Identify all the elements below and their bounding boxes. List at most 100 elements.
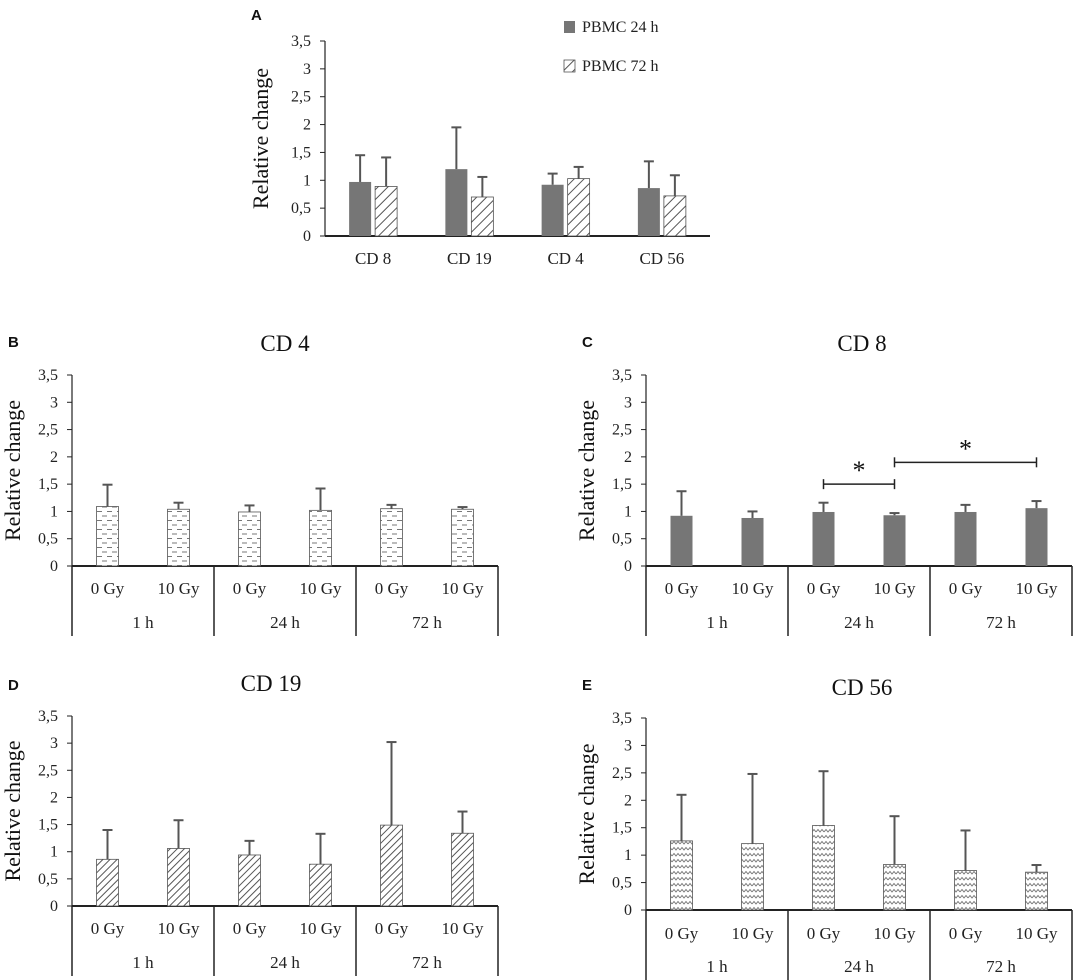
bar [349,181,372,236]
chart-title: CD 8 [837,331,886,356]
x-group-label: 1 h [706,613,728,632]
y-tick-label: 3,5 [612,710,632,727]
y-axis-label: Relative change [574,400,599,541]
x-tick-label: 10 Gy [731,924,774,943]
bar [96,858,119,907]
legend-entry: PBMC 24 h [582,19,658,36]
bar [954,511,977,566]
y-tick-label: 1,5 [291,144,311,161]
x-group-label: 72 h [986,613,1016,632]
y-axis-label: Relative change [248,68,273,209]
x-tick-label: 10 Gy [1015,579,1058,598]
chart-panel-e: E CD 56 Relative change 0 0,5 1 1,5 2 2,5 3 3,5 0 G… [574,675,1073,980]
bar [1025,508,1048,566]
panel-label: B [8,334,19,351]
x-tick-label: 0 Gy [949,924,983,943]
y-tick-label: 3 [50,735,58,752]
panel-label: D [8,677,19,694]
y-tick-label: 3 [624,394,632,411]
x-tick-label: 10 Gy [873,579,916,598]
x-tick-label: 10 Gy [299,579,342,598]
bar [309,863,332,907]
x-tick-label: 10 Gy [731,579,774,598]
bar [470,196,494,237]
bar [451,508,474,567]
bar [567,178,591,237]
y-axis-label: Relative change [0,740,25,881]
y-tick-label: 3 [624,737,632,754]
bar [883,515,906,566]
x-tick-label: 0 Gy [807,924,841,943]
legend-entry: PBMC 72 h [582,58,658,75]
y-tick-label: 1,5 [38,476,58,493]
y-tick-label: 0 [624,558,632,575]
y-tick-label: 1 [50,844,58,861]
y-tick-label: 0,5 [612,875,632,892]
x-tick-label: CD 19 [447,249,492,268]
y-tick-label: 2,5 [291,89,311,106]
chart-panel-a: A Relative change 0 0,5 1 1,5 2 2,5 3 3,5 CD 8 CD 1… [248,7,710,268]
y-tick-label: 1 [50,503,58,520]
bar [1025,871,1048,911]
bar [637,188,660,236]
x-tick-label: 0 Gy [665,924,699,943]
y-tick-label: 3 [303,61,311,78]
y-tick-label: 3,5 [38,367,58,384]
x-group-label: 72 h [986,957,1016,976]
x-tick-label: 10 Gy [441,579,484,598]
y-axis-label: Relative change [0,400,25,541]
bar [883,864,906,911]
y-tick-label: 0,5 [38,871,58,888]
x-group-label: 72 h [412,613,442,632]
y-tick-label: 2,5 [612,422,632,439]
bar [741,517,764,566]
bar [374,186,398,237]
y-tick-label: 2,5 [612,765,632,782]
x-tick-label: CD 56 [639,249,684,268]
y-tick-label: 2 [624,449,632,466]
y-tick-label: 2 [624,792,632,809]
bar [380,508,403,567]
y-tick-label: 0 [624,902,632,919]
x-tick-label: 0 Gy [233,579,267,598]
y-tick-label: 2 [50,789,58,806]
x-tick-label: 0 Gy [91,919,125,938]
x-tick-label: 10 Gy [1015,924,1058,943]
panel-label: E [582,677,592,694]
y-tick-label: 3 [50,394,58,411]
x-group-label: 24 h [270,613,300,632]
bar [309,509,332,567]
y-tick-label: 0,5 [612,531,632,548]
y-tick-label: 1 [624,847,632,864]
x-group-label: 1 h [132,953,154,972]
legend-swatch [564,21,575,33]
x-tick-label: 0 Gy [375,579,409,598]
bar [812,825,835,911]
bar [954,870,977,911]
chart-panel-d: D CD 19 Relative change 0 0,5 1 1,5 2 2,5 3 3,5 0 G… [0,671,499,976]
bar [167,508,190,567]
x-tick-label: 10 Gy [157,919,200,938]
y-tick-label: 0,5 [291,200,311,217]
chart-title: CD 19 [241,671,302,696]
y-tick-label: 2,5 [38,762,58,779]
x-tick-label: 10 Gy [873,924,916,943]
bar [741,843,764,911]
y-tick-label: 2 [303,117,311,134]
y-tick-label: 1,5 [38,817,58,834]
x-tick-label: 0 Gy [375,919,409,938]
bar [238,854,261,907]
bar [451,832,474,907]
y-tick-label: 0 [303,228,311,245]
y-tick-label: 3,5 [38,708,58,725]
bar [445,169,468,236]
panel-label: C [582,334,593,351]
x-tick-label: 10 Gy [299,919,342,938]
y-tick-label: 0 [50,558,58,575]
legend-swatch [563,59,576,73]
chart-panel-b: B CD 4 Relative change 0 0,5 1 1,5 2 2,5 3 3,5 0 Gy… [0,331,499,636]
y-tick-label: 0 [50,898,58,915]
x-tick-label: 10 Gy [157,579,200,598]
x-tick-label: 0 Gy [807,579,841,598]
